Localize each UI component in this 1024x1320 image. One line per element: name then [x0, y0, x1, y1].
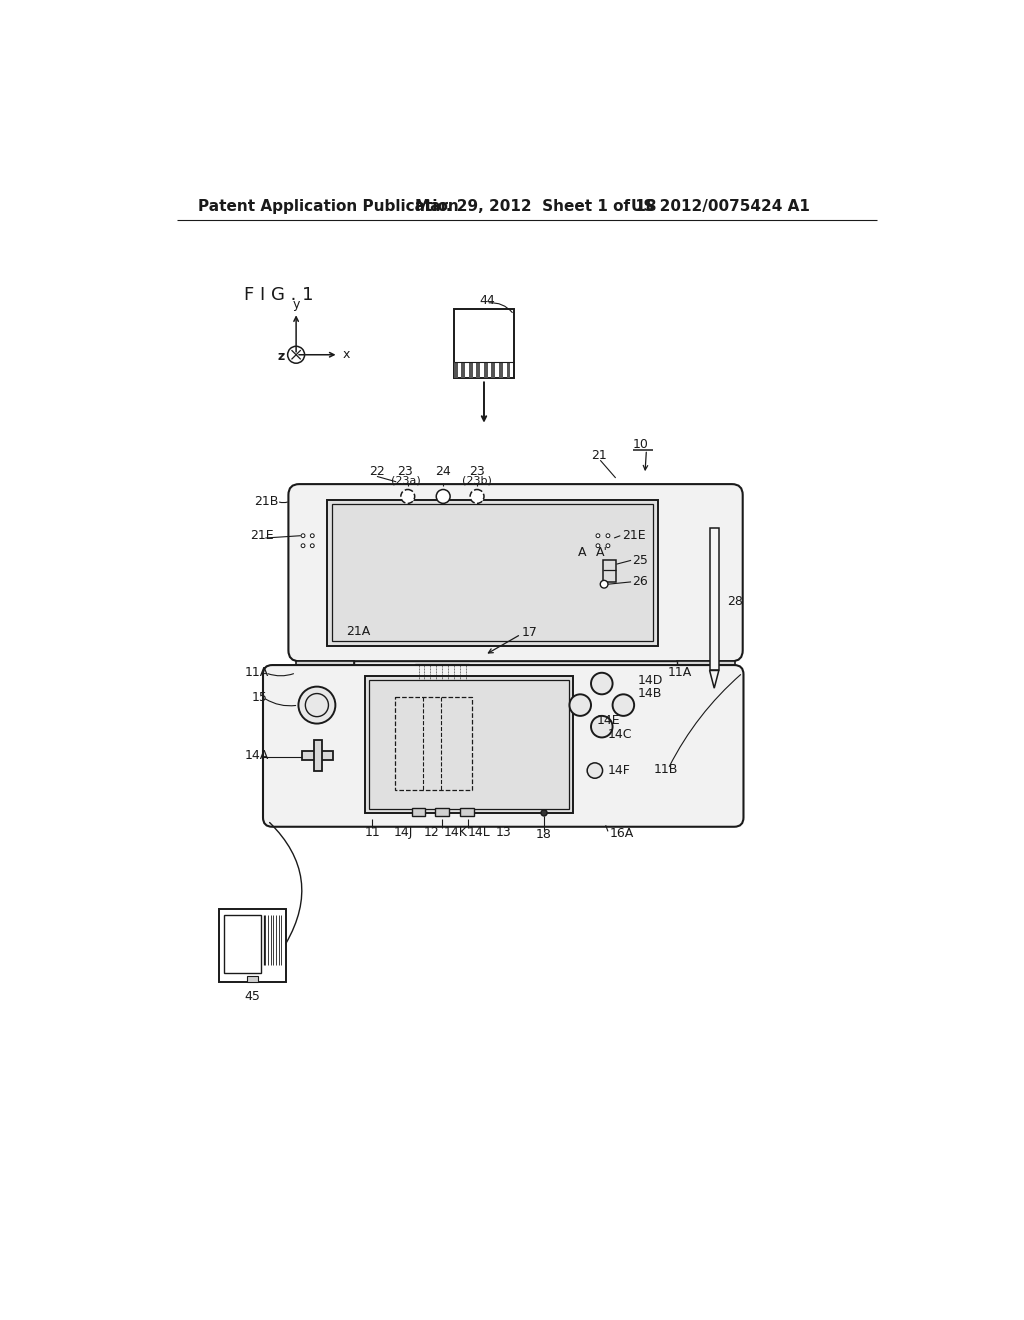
- Text: 45: 45: [245, 990, 260, 1003]
- Bar: [602, 560, 616, 582]
- Circle shape: [470, 490, 484, 503]
- Circle shape: [591, 673, 612, 694]
- Bar: [332, 504, 653, 642]
- Text: 23: 23: [469, 465, 485, 478]
- Circle shape: [436, 490, 451, 503]
- Circle shape: [298, 686, 336, 723]
- Text: 22: 22: [369, 465, 385, 478]
- Bar: [454, 309, 514, 378]
- Circle shape: [591, 715, 612, 738]
- Text: 13: 13: [496, 825, 511, 838]
- Text: 10: 10: [633, 438, 648, 451]
- Bar: [677, 661, 735, 684]
- Text: (23b): (23b): [462, 475, 492, 486]
- Bar: [327, 499, 658, 645]
- Circle shape: [569, 694, 591, 715]
- Text: Patent Application Publication: Patent Application Publication: [199, 198, 459, 214]
- Text: y: y: [293, 298, 300, 312]
- FancyBboxPatch shape: [289, 484, 742, 661]
- Text: 21: 21: [591, 449, 607, 462]
- Text: 11B: 11B: [654, 763, 679, 776]
- Circle shape: [606, 533, 610, 537]
- Circle shape: [305, 693, 329, 717]
- Text: 25: 25: [633, 554, 648, 566]
- Bar: [710, 528, 719, 671]
- Text: US 2012/0075424 A1: US 2012/0075424 A1: [631, 198, 810, 214]
- Circle shape: [612, 694, 634, 715]
- Text: z: z: [278, 350, 285, 363]
- Bar: [507, 363, 510, 378]
- Polygon shape: [710, 671, 719, 688]
- Text: 11A: 11A: [245, 667, 268, 680]
- Bar: [492, 363, 496, 378]
- Text: 14E: 14E: [596, 714, 621, 727]
- Circle shape: [596, 544, 600, 548]
- Text: 18: 18: [537, 828, 552, 841]
- Text: 14J: 14J: [393, 825, 413, 838]
- Bar: [394, 697, 472, 789]
- Bar: [354, 661, 677, 684]
- Text: 14K: 14K: [443, 825, 467, 838]
- Text: 11A: 11A: [668, 667, 692, 680]
- Circle shape: [301, 544, 305, 548]
- Bar: [476, 363, 480, 378]
- Bar: [247, 977, 258, 982]
- Circle shape: [310, 533, 314, 537]
- Text: 16A: 16A: [609, 828, 634, 841]
- Circle shape: [288, 346, 304, 363]
- Bar: [223, 915, 261, 973]
- Circle shape: [301, 533, 305, 537]
- Text: 24: 24: [435, 465, 451, 478]
- Text: 15: 15: [252, 690, 267, 704]
- Bar: [460, 808, 474, 816]
- Circle shape: [310, 544, 314, 548]
- Bar: [499, 363, 503, 378]
- Bar: [313, 739, 323, 771]
- Circle shape: [587, 763, 602, 779]
- Bar: [412, 808, 425, 816]
- Circle shape: [541, 809, 547, 816]
- Text: 14D: 14D: [637, 675, 663, 686]
- Text: 23: 23: [397, 465, 414, 478]
- Text: 44: 44: [479, 294, 495, 308]
- Bar: [302, 751, 333, 760]
- Text: 17: 17: [521, 626, 538, 639]
- Text: 11: 11: [365, 825, 380, 838]
- Text: 14B: 14B: [637, 686, 662, 700]
- Text: F I G . 1: F I G . 1: [244, 286, 313, 305]
- Bar: [484, 363, 487, 378]
- Text: 21E: 21E: [250, 529, 273, 543]
- Bar: [435, 808, 449, 816]
- Text: 12: 12: [424, 825, 439, 838]
- Text: 28: 28: [727, 594, 743, 607]
- Text: A: A: [579, 546, 587, 560]
- Bar: [366, 676, 573, 813]
- FancyBboxPatch shape: [263, 665, 743, 826]
- Text: 14A: 14A: [245, 748, 268, 762]
- Bar: [462, 363, 465, 378]
- Circle shape: [606, 544, 610, 548]
- Text: 21B: 21B: [254, 495, 279, 508]
- Text: 14F: 14F: [608, 764, 631, 777]
- Bar: [219, 909, 286, 982]
- Circle shape: [596, 533, 600, 537]
- Text: 21A: 21A: [346, 626, 371, 639]
- Text: Mar. 29, 2012  Sheet 1 of 18: Mar. 29, 2012 Sheet 1 of 18: [416, 198, 657, 214]
- Bar: [296, 661, 354, 684]
- Bar: [370, 680, 569, 809]
- Text: 26: 26: [633, 576, 648, 589]
- Text: x: x: [342, 348, 350, 362]
- Text: A': A': [596, 546, 608, 560]
- Text: 14L: 14L: [468, 825, 490, 838]
- Bar: [454, 363, 458, 378]
- Bar: [416, 664, 469, 682]
- Circle shape: [400, 490, 415, 503]
- Text: 21E: 21E: [622, 529, 645, 543]
- Text: 14C: 14C: [608, 727, 633, 741]
- Text: (23a): (23a): [390, 475, 420, 486]
- Bar: [469, 363, 473, 378]
- Circle shape: [600, 581, 608, 589]
